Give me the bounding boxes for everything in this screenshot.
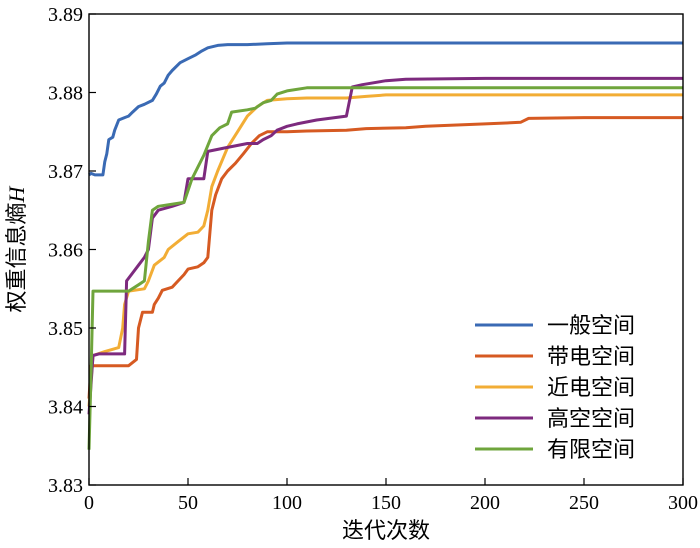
y-axis-label-text: 权重信息熵 bbox=[5, 202, 30, 312]
y-tick-label: 3.88 bbox=[48, 83, 83, 105]
legend-label: 有限空间 bbox=[547, 438, 635, 463]
series-line-5 bbox=[87, 86, 683, 450]
y-tick-label: 3.87 bbox=[48, 161, 83, 183]
x-tick-label: 250 bbox=[569, 492, 599, 514]
y-axis-label-variable: H bbox=[4, 185, 29, 203]
x-tick-label: 300 bbox=[668, 492, 698, 514]
y-tick-label: 3.84 bbox=[48, 397, 83, 419]
legend-label: 近电空间 bbox=[547, 376, 635, 401]
x-tick-label: 0 bbox=[84, 492, 94, 514]
y-axis-label: 权重信息熵H bbox=[4, 185, 30, 312]
y-tick-label: 3.89 bbox=[48, 4, 83, 26]
legend-label: 高空空间 bbox=[547, 407, 635, 432]
legend-label: 一般空间 bbox=[547, 314, 635, 339]
legend-label: 带电空间 bbox=[547, 345, 635, 370]
series-line-1 bbox=[88, 41, 683, 177]
x-tick-label: 200 bbox=[470, 492, 500, 514]
x-axis-label: 迭代次数 bbox=[342, 519, 430, 544]
ticks-layer: 0 50 100 150 200 250 300 3.83 3.84 3.85 3.86 3.87 3.… bbox=[48, 4, 698, 514]
series-line-2 bbox=[87, 116, 683, 399]
x-tick-label: 100 bbox=[272, 492, 302, 514]
x-tick-label: 50 bbox=[178, 492, 198, 514]
series-layer bbox=[87, 41, 683, 450]
y-tick-label: 3.86 bbox=[48, 240, 83, 262]
series-line-4 bbox=[87, 76, 683, 415]
y-tick-label: 3.83 bbox=[48, 475, 83, 497]
y-tick-label: 3.85 bbox=[48, 318, 83, 340]
x-tick-label: 150 bbox=[371, 492, 401, 514]
